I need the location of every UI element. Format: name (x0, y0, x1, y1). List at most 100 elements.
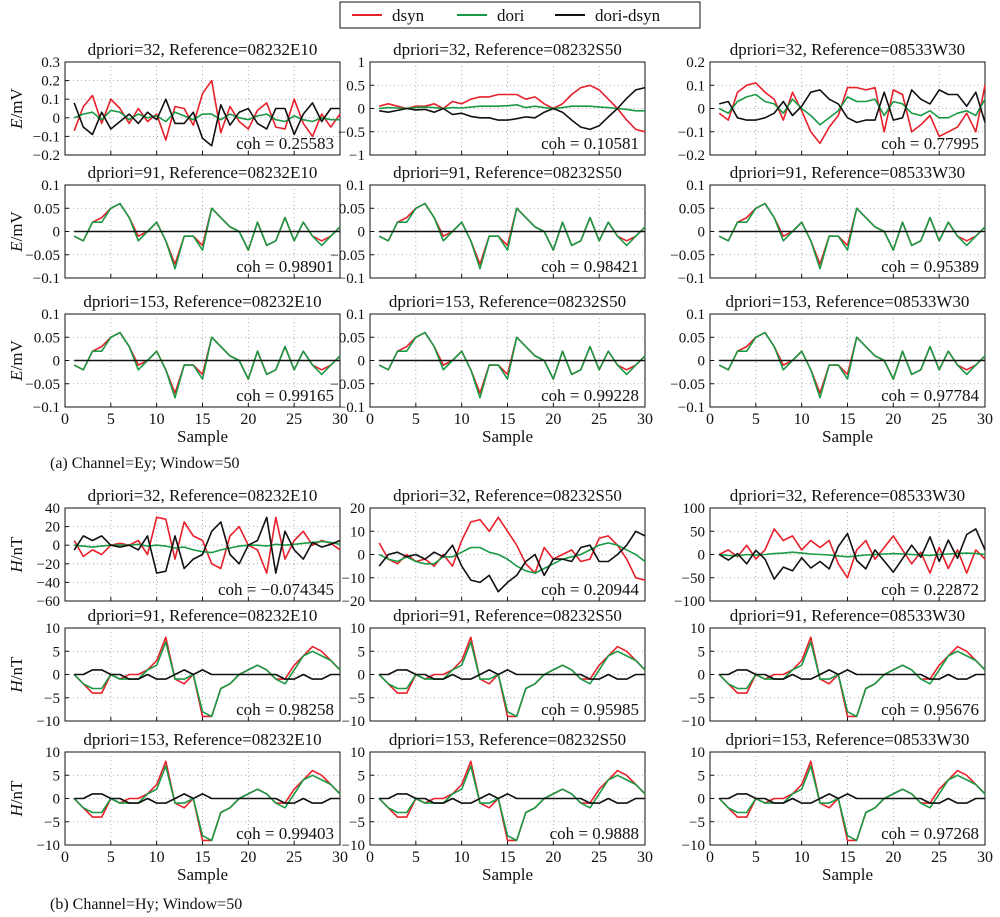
x-tick-label: 15 (195, 411, 211, 428)
caption-b: (b) Channel=Hy; Window=50 (50, 896, 242, 913)
series-line-dori-dsyn (378, 530, 646, 593)
y-tick-label: 0.1 (686, 178, 705, 194)
series-line-dori (378, 765, 646, 842)
series-line-dori (718, 765, 986, 842)
x-tick-label: 0 (61, 411, 69, 428)
y-tick-label: 5 (698, 644, 706, 660)
series-line-dori (718, 202, 986, 270)
x-tick-label: 20 (885, 411, 901, 428)
y-tick-label: −5 (44, 815, 60, 831)
y-tick-label: −20 (342, 594, 365, 610)
y-tick-label: −0.05 (330, 248, 365, 264)
series-line-dori-dsyn (719, 793, 985, 804)
chart-panel: dpriori=153, Reference=08232E10 0 5 10 15 20 2… (7, 730, 348, 884)
x-tick-label: 0 (366, 411, 374, 428)
y-tick-label: −100 (674, 594, 705, 610)
series-line-dori-dsyn (379, 86, 646, 131)
x-tick-label: 10 (149, 411, 165, 428)
panel-title: dpriori=91, Reference=08533W30 (730, 163, 965, 182)
y-tick-label: 5 (698, 768, 706, 784)
panel-title: dpriori=32, Reference=08232S50 (393, 486, 622, 505)
series-line-dori (378, 331, 646, 399)
y-tick-label: 0 (53, 792, 61, 808)
series-line-dori (718, 641, 986, 718)
series-line-dori-dsyn (74, 669, 340, 680)
panel-title: dpriori=153, Reference=08232S50 (389, 292, 626, 311)
y-tick-label: −5 (349, 815, 365, 831)
series-line-dsyn (378, 516, 646, 581)
x-tick-label: 20 (545, 849, 561, 866)
y-tick-label: 1 (358, 55, 366, 71)
x-axis-label: Sample (177, 865, 228, 884)
x-tick-label: 30 (332, 411, 348, 428)
y-tick-label: 0.05 (339, 330, 365, 346)
x-tick-label: 30 (332, 849, 348, 866)
y-tick-label: 0.1 (41, 307, 60, 323)
y-tick-label: 0 (698, 548, 706, 564)
x-tick-label: 25 (286, 849, 302, 866)
panel-title: dpriori=91, Reference=08232S50 (393, 163, 622, 182)
y-tick-label: 0.1 (686, 78, 705, 94)
x-tick-label: 10 (454, 411, 470, 428)
x-tick-label: 25 (591, 849, 607, 866)
panel-title: dpriori=32, Reference=08232E10 (88, 486, 318, 505)
series-line-dori-dsyn (73, 98, 340, 147)
panel-title: dpriori=91, Reference=08232E10 (88, 163, 318, 182)
chart-panel: dpriori=91, Reference=08232E10 −10 −5 0 5 10 c… (7, 606, 341, 730)
coh-annotation: coh = 0.95676 (881, 700, 979, 719)
series-line-dsyn (378, 84, 646, 133)
y-tick-label: 20 (45, 520, 60, 536)
coh-annotation: coh = 0.99165 (236, 386, 334, 405)
x-tick-label: 30 (637, 849, 653, 866)
coh-annotation: coh = 0.95985 (541, 700, 639, 719)
y-axis-label: H/nT (7, 536, 26, 574)
series-line-dsyn (718, 331, 986, 394)
y-tick-label: 0 (698, 792, 706, 808)
series-line-dori (378, 542, 646, 574)
series-line-dori-dsyn (379, 793, 645, 804)
x-tick-label: 25 (931, 849, 947, 866)
chart-panel: dpriori=32, Reference=08533W30 −0.2 −0.1 0 0… (678, 40, 986, 164)
y-tick-label: 10 (350, 621, 365, 637)
x-tick-label: 25 (286, 411, 302, 428)
legend-label-dori-dsyn: dori-dsyn (595, 6, 661, 25)
y-tick-label: −0.1 (33, 271, 60, 287)
series-line-dori (73, 202, 341, 270)
y-tick-label: −0.5 (338, 125, 365, 141)
y-tick-label: 0.05 (679, 201, 705, 217)
series-line-dori (378, 202, 646, 270)
legend-label-dsyn: dsyn (392, 6, 425, 25)
y-tick-label: 0 (53, 111, 61, 127)
y-tick-label: 0 (698, 668, 706, 684)
y-tick-label: −5 (689, 691, 705, 707)
coh-annotation: coh = 0.10581 (541, 134, 639, 153)
y-tick-label: −0.05 (330, 377, 365, 393)
y-tick-label: 0 (358, 792, 366, 808)
y-tick-label: −10 (682, 838, 705, 854)
coh-annotation: coh = 0.98258 (236, 700, 334, 719)
series-line-dori (719, 551, 986, 558)
panel-title: dpriori=91, Reference=08232E10 (88, 606, 318, 625)
series-line-dori (378, 641, 646, 718)
series-line-dori-dsyn (379, 669, 645, 680)
series-line-dsyn (73, 331, 341, 394)
series-line-dori-dsyn (718, 528, 986, 580)
x-axis-label: Sample (177, 427, 228, 446)
y-tick-label: 0 (358, 354, 366, 370)
y-tick-label: 100 (683, 501, 706, 517)
legend-label-dori: dori (497, 6, 525, 25)
series-line-dori (718, 93, 986, 126)
y-tick-label: −10 (342, 838, 365, 854)
x-tick-label: 0 (61, 849, 69, 866)
x-tick-label: 5 (412, 849, 420, 866)
coh-annotation: coh = 0.77995 (881, 134, 979, 153)
series-line-dori-dsyn (74, 793, 340, 804)
x-tick-label: 5 (752, 411, 760, 428)
x-axis-label: Sample (822, 427, 873, 446)
series-line-dsyn (718, 82, 986, 145)
coh-annotation: coh = 0.98421 (541, 257, 639, 276)
x-tick-label: 5 (412, 411, 420, 428)
panel-title: dpriori=32, Reference=08533W30 (730, 40, 965, 59)
y-tick-label: −10 (37, 714, 60, 730)
